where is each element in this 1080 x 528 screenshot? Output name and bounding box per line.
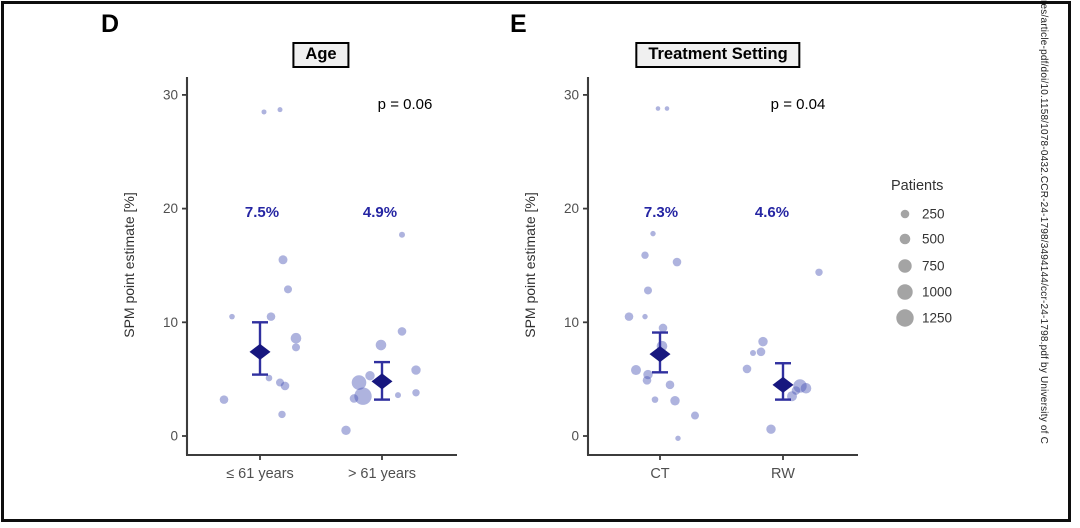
patient-bubble [644, 286, 652, 295]
patient-bubble [365, 371, 375, 381]
panel-e-group2-mean-label: 4.6% [754, 204, 790, 221]
patient-bubble [672, 257, 682, 267]
legend-size-label: 250 [922, 207, 945, 222]
y-tick-label: 10 [564, 315, 579, 330]
patient-bubble [655, 106, 661, 111]
panel-e-letter: E [510, 10, 527, 38]
patient-bubble [793, 379, 807, 393]
y-tick-label: 0 [571, 429, 579, 444]
y-tick-label: 0 [170, 429, 178, 444]
y-tick-label: 20 [163, 201, 178, 216]
patient-bubble [631, 365, 641, 376]
patient-bubble [675, 435, 681, 441]
patient-bubble [395, 392, 401, 399]
patient-bubble [229, 313, 235, 320]
panel-e-pvalue: p = 0.04 [770, 96, 826, 113]
patient-bubble [284, 285, 292, 294]
panel-e-group1-mean-label: 7.3% [643, 204, 679, 221]
patient-bubble [756, 347, 766, 357]
patient-bubble [266, 312, 276, 321]
panel-e-xtick-label-1: CT [650, 466, 670, 482]
patient-bubble [277, 107, 283, 113]
patient-bubble [750, 349, 756, 356]
patient-bubble [742, 364, 752, 374]
patient-bubble [758, 336, 768, 347]
patient-bubble [276, 378, 284, 387]
legend-size-circle [897, 284, 913, 300]
legend-size-circle [898, 259, 912, 273]
legend-size-circle [900, 209, 910, 219]
patient-bubble [800, 382, 812, 394]
patient-bubble [375, 339, 387, 351]
patient-bubble [670, 396, 680, 406]
patient-bubble [278, 410, 286, 419]
legend-size-label: 1250 [922, 311, 952, 326]
y-tick-label: 30 [564, 87, 579, 102]
panel-d-pvalue: p = 0.06 [377, 96, 433, 113]
legend-size-circle [896, 309, 914, 327]
mean-diamond [649, 346, 671, 363]
panel-d-xtick-label-2: > 61 years [347, 466, 417, 482]
panel-d-y-axis-title: SPM point estimate [%] [121, 192, 137, 338]
patient-bubble [278, 255, 288, 265]
y-tick-label: 30 [163, 87, 178, 102]
patient-bubble [265, 374, 273, 382]
patient-bubble [815, 268, 823, 276]
patient-bubble [351, 375, 367, 390]
patient-bubble [643, 369, 653, 380]
patient-bubble [261, 109, 267, 115]
legend-size-label: 1000 [922, 285, 952, 300]
legend-size-label: 750 [922, 259, 945, 274]
patient-bubble [341, 425, 351, 436]
patient-bubble [641, 251, 649, 259]
patient-bubble [624, 312, 634, 321]
patient-bubble [691, 411, 699, 420]
panel-e-y-axis-title: SPM point estimate [%] [522, 192, 538, 338]
patient-bubble [354, 387, 372, 405]
panel-d-group2-mean-label: 4.9% [362, 204, 398, 221]
panel-e-title: Treatment Setting [635, 42, 801, 68]
patient-bubble [397, 327, 407, 336]
patient-bubble [412, 389, 420, 397]
panel-e-xtick-label-2: RW [771, 466, 795, 482]
legend-size-circle [899, 233, 911, 245]
patient-bubble [664, 106, 670, 111]
panel-d-group1-mean-label: 7.5% [244, 204, 280, 221]
patient-bubble [219, 395, 229, 404]
patient-bubble [766, 424, 776, 434]
patient-bubble [280, 381, 290, 391]
patient-bubble [349, 394, 359, 403]
y-tick-label: 20 [564, 201, 579, 216]
patient-bubble [399, 231, 405, 238]
y-tick-label: 10 [163, 315, 178, 330]
patient-bubble [658, 323, 668, 333]
pdf-watermark-text: res/article-pdf/doi/10.1158/1078-0432.CC… [1038, 0, 1049, 445]
panel-d-xtick-label-1: ≤ 61 years [226, 466, 294, 482]
patient-bubble [411, 365, 421, 375]
legend-title: Patients [891, 178, 944, 194]
patient-bubble [650, 230, 656, 237]
legend-size-label: 500 [922, 232, 945, 247]
patient-bubble [290, 332, 302, 344]
panel-d-title: Age [292, 42, 350, 68]
patient-bubble [292, 343, 300, 352]
patient-bubble [791, 386, 801, 395]
mean-diamond [371, 373, 393, 390]
patient-bubble [665, 380, 675, 390]
patient-bubble [642, 313, 648, 320]
mean-diamond [249, 343, 271, 360]
panel-d-letter: D [101, 10, 120, 38]
mean-diamond [772, 376, 794, 393]
patient-bubble [651, 396, 659, 403]
patient-bubble [642, 375, 652, 385]
